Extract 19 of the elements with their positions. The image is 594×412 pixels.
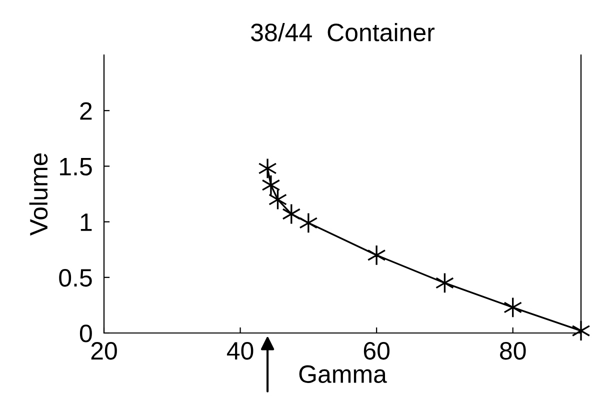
point xyxy=(504,296,522,318)
point xyxy=(268,189,288,210)
point xyxy=(435,272,454,294)
y-tick-label: 0.5 xyxy=(59,269,92,287)
y-axis-title: Volume xyxy=(29,153,48,236)
y-tick-label: 1 xyxy=(80,214,92,231)
point xyxy=(262,174,280,196)
x-tick-label: 40 xyxy=(226,342,254,360)
x-tick-label: 20 xyxy=(91,342,117,360)
x-tick-label: 80 xyxy=(500,342,526,360)
x-tick-label: 60 xyxy=(364,342,390,360)
point xyxy=(299,212,318,234)
y-tick-label: 2 xyxy=(80,102,92,120)
point xyxy=(367,244,386,266)
y-tick-label: 1.5 xyxy=(60,158,92,176)
x-axis-title: Gamma xyxy=(299,365,387,383)
chart-title: 38/44 Container xyxy=(251,22,435,42)
point xyxy=(258,158,277,179)
y-tick-label: 0 xyxy=(80,324,92,342)
